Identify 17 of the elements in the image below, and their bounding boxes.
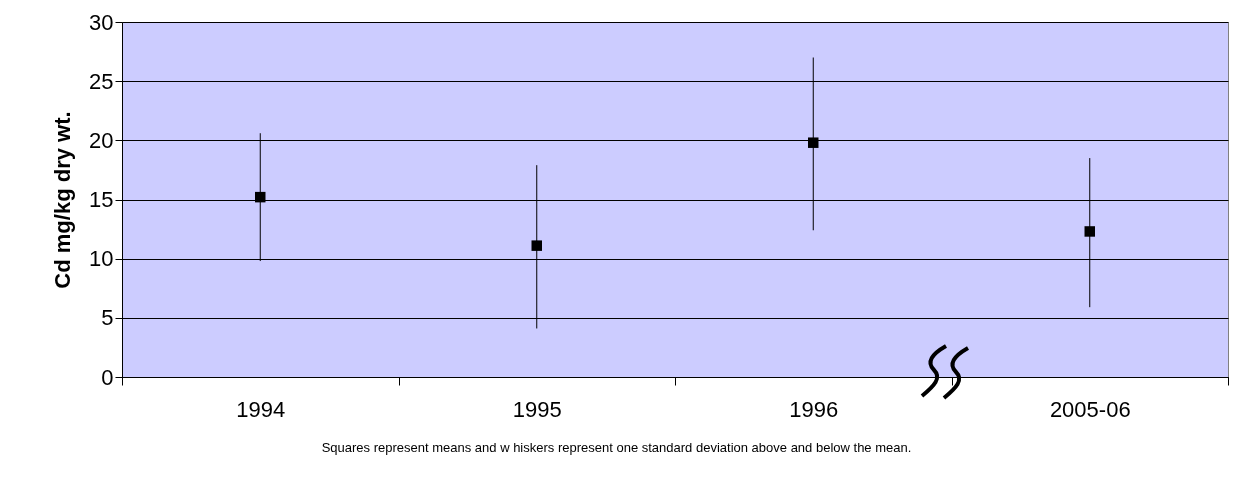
x-tick-label: 1994	[236, 396, 286, 422]
x-tick-label: 1996	[789, 396, 839, 422]
point	[1084, 226, 1095, 237]
x-tick-label: 1995	[512, 396, 562, 422]
y-tick-label: 10	[89, 246, 114, 272]
y-tick-label: 5	[101, 305, 114, 331]
y-tick-label: 15	[89, 187, 114, 212]
point	[808, 137, 819, 148]
text: Squares represent means and w hiskers represent one standard deviation above and below the mean.	[320, 440, 913, 455]
point	[531, 240, 542, 251]
point	[255, 191, 266, 203]
y-tick-label: 0	[101, 364, 114, 390]
y-tick-label: 20	[89, 127, 114, 153]
y-axis-title: Cd mg/kg dry wt.	[50, 111, 76, 289]
y-tick-label: 30	[89, 9, 114, 35]
x-tick-label: 2005-06	[1049, 396, 1131, 422]
y-tick-label: 25	[89, 68, 114, 94]
